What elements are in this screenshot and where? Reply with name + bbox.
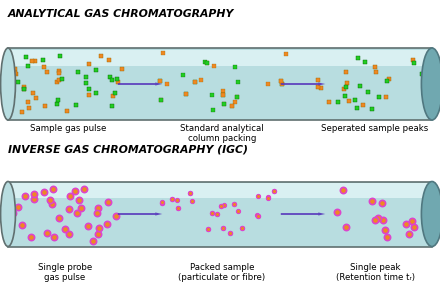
Text: Sample gas pulse: Sample gas pulse (30, 124, 106, 133)
Text: Seperated sample peaks: Seperated sample peaks (321, 124, 429, 133)
Bar (8, 50, 432, 66)
Text: INVERSE GAS CHROMATOGRAPHY (IGC): INVERSE GAS CHROMATOGRAPHY (IGC) (8, 144, 248, 154)
Bar (8, 237, 432, 246)
Ellipse shape (422, 182, 440, 246)
Bar (8, 182, 432, 246)
Ellipse shape (422, 48, 440, 120)
Text: ANALYTICAL GAS CHROMATOGRAPHY: ANALYTICAL GAS CHROMATOGRAPHY (8, 9, 235, 19)
Ellipse shape (0, 182, 15, 246)
Bar (8, 109, 432, 120)
Text: Packed sample
(particulate or fibre): Packed sample (particulate or fibre) (179, 263, 266, 282)
Text: Single peak
(Retention time tᵣ): Single peak (Retention time tᵣ) (335, 263, 414, 282)
Text: Single probe
gas pulse: Single probe gas pulse (38, 263, 92, 282)
Bar (8, 48, 432, 120)
Ellipse shape (0, 48, 15, 120)
Text: Standard analytical
column packing: Standard analytical column packing (180, 124, 264, 143)
Bar (8, 183, 432, 198)
